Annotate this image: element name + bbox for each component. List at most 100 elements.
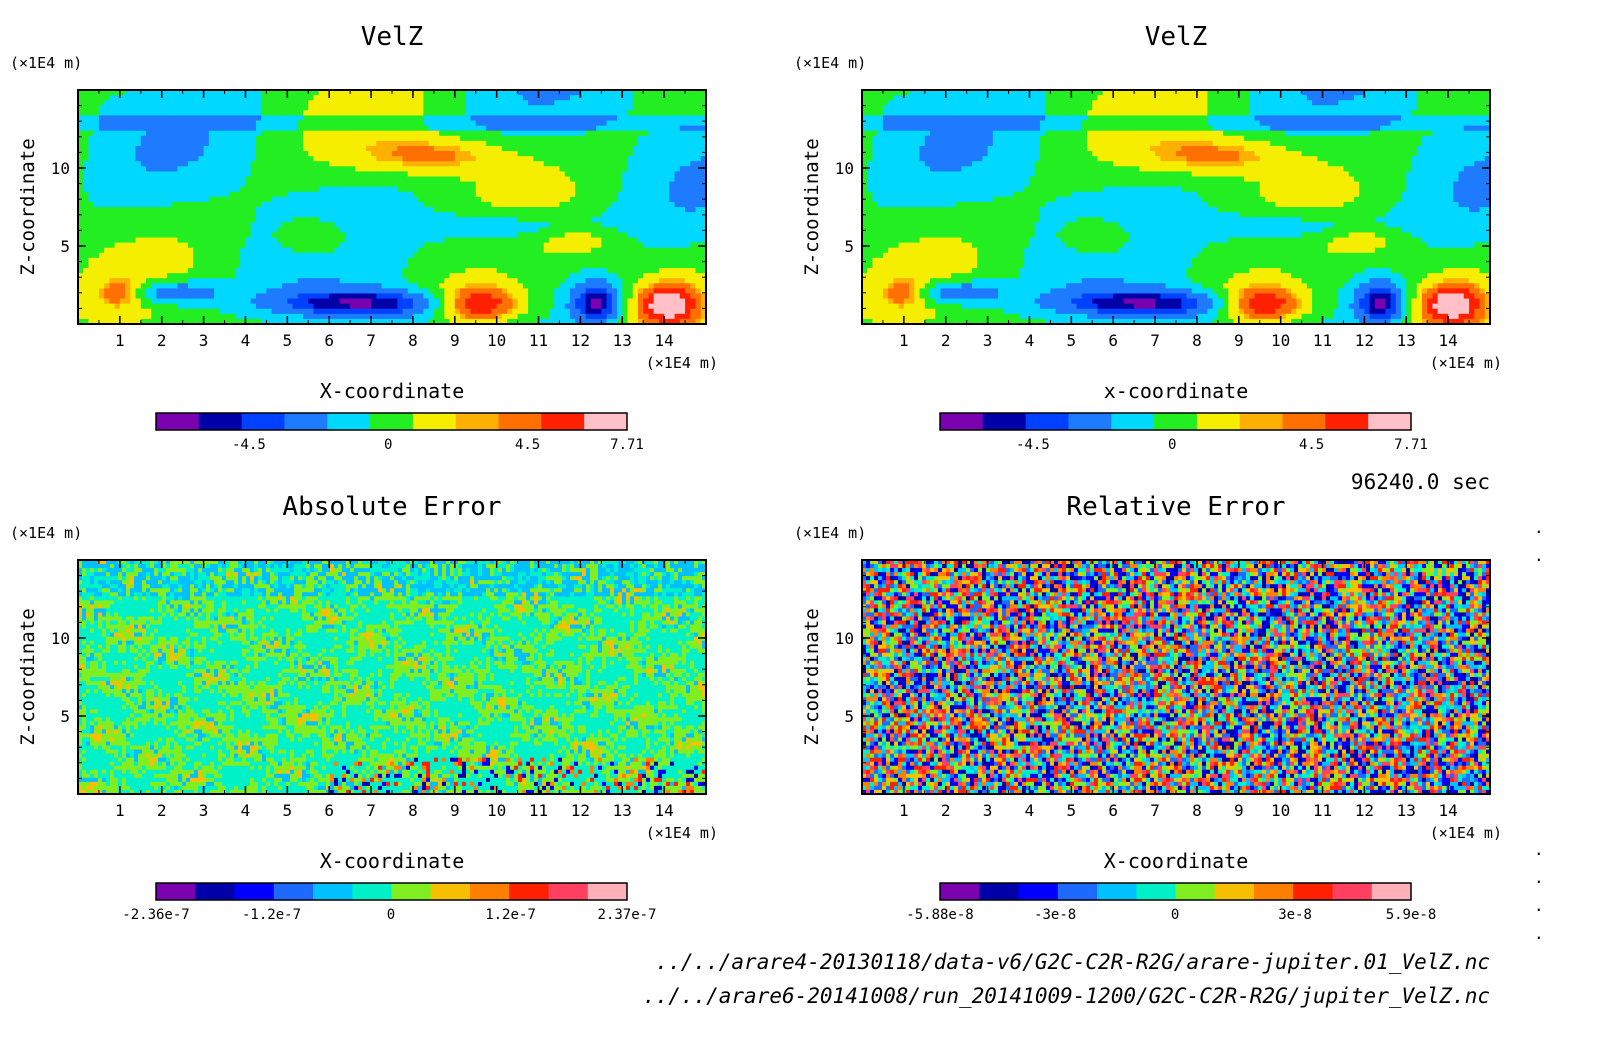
heatmap-cell (475, 283, 482, 289)
heatmap-cell (255, 181, 262, 188)
heatmap-cell (156, 283, 163, 289)
heatmap-cell (235, 171, 241, 178)
heatmap-cell (564, 125, 571, 132)
heatmap-cell (622, 232, 629, 239)
heatmap-cell (538, 257, 545, 264)
heatmap-cell (601, 257, 608, 264)
heatmap-cell (271, 252, 278, 259)
heatmap-cell (449, 247, 456, 254)
heatmap-cell (276, 95, 283, 101)
heatmap-cell (104, 166, 110, 172)
heatmap-cell (580, 232, 587, 239)
heatmap-cell (454, 181, 461, 188)
heatmap-cell (104, 227, 110, 234)
heatmap-cell (470, 212, 477, 218)
heatmap-cell (198, 90, 205, 96)
heatmap-cell (386, 130, 393, 137)
heatmap-cell (140, 288, 147, 295)
heatmap-cell (412, 262, 419, 269)
heatmap-cell (308, 247, 315, 254)
heatmap-cell (130, 90, 137, 96)
heatmap-cell (161, 196, 168, 203)
heatmap-cell (575, 227, 581, 234)
heatmap-cell (664, 293, 670, 300)
heatmap-cell (533, 293, 540, 300)
heatmap-cell (172, 217, 179, 223)
heatmap-cell (271, 186, 278, 193)
heatmap-cell (690, 273, 697, 279)
heatmap-cell (653, 217, 660, 223)
heatmap-cell (690, 196, 697, 203)
heatmap-cell (522, 166, 529, 172)
heatmap-cell (119, 257, 126, 264)
heatmap-cell (219, 262, 226, 269)
heatmap-cell (590, 207, 597, 213)
heatmap-cell (104, 105, 110, 111)
heatmap-cell (690, 166, 697, 172)
heatmap-cell (161, 293, 168, 300)
heatmap-cell (460, 222, 466, 228)
heatmap-cell (533, 283, 540, 289)
heatmap-cell (538, 181, 545, 188)
heatmap-cell (355, 120, 362, 127)
heatmap-cell (381, 207, 388, 213)
heatmap-cell (685, 252, 691, 259)
heatmap-cell (653, 110, 660, 117)
heatmap-cell (460, 171, 466, 178)
heatmap-cell (250, 257, 257, 264)
heatmap-cell (533, 186, 540, 193)
heatmap-cell (486, 90, 493, 96)
heatmap-cell (575, 242, 581, 249)
heatmap-cell (271, 217, 278, 223)
heatmap-cell (470, 293, 477, 300)
heatmap-cell (177, 237, 184, 244)
heatmap-cell (88, 100, 95, 106)
heatmap-cell (182, 273, 189, 279)
heatmap-cell (98, 252, 105, 259)
heatmap-cell (590, 262, 597, 269)
heatmap-cell (135, 125, 142, 132)
heatmap-cell (407, 130, 414, 137)
heatmap-cell (554, 278, 561, 284)
heatmap-cell (606, 105, 613, 111)
heatmap-cell (371, 196, 377, 203)
heatmap-cell (669, 151, 676, 157)
heatmap-cell (669, 186, 676, 193)
heatmap-cell (381, 222, 388, 228)
heatmap-cell (130, 257, 137, 264)
heatmap-cell (125, 135, 131, 142)
heatmap-cell (339, 115, 346, 122)
heatmap-cell (344, 135, 351, 142)
heatmap-cell (648, 181, 655, 188)
heatmap-cell (266, 105, 273, 111)
heatmap-cell (606, 196, 613, 203)
heatmap-cell (88, 257, 95, 264)
heatmap-cell (119, 161, 126, 167)
heatmap-cell (543, 151, 550, 157)
heatmap-cell (276, 268, 283, 274)
heatmap-cell (203, 130, 210, 137)
heatmap-cell (376, 105, 383, 111)
heatmap-cell (276, 298, 283, 305)
heatmap-cell (402, 278, 409, 284)
heatmap-cell (664, 242, 670, 249)
heatmap-cell (318, 181, 325, 188)
heatmap-cell (407, 212, 414, 218)
heatmap-cell (146, 293, 152, 300)
heatmap-cell (454, 151, 461, 157)
heatmap-cell (596, 100, 602, 106)
heatmap-cell (585, 242, 592, 249)
heatmap-cell (146, 288, 152, 295)
heatmap-cell (177, 110, 184, 117)
heatmap-cell (632, 237, 639, 244)
heatmap-cell (255, 212, 262, 218)
heatmap-cell (203, 293, 210, 300)
heatmap-cell (585, 257, 592, 264)
heatmap-cell (679, 161, 686, 167)
heatmap-cell (700, 232, 707, 239)
heatmap-cell (130, 120, 137, 127)
heatmap-cell (119, 288, 126, 295)
heatmap-cell (88, 115, 95, 122)
heatmap-cell (266, 293, 273, 300)
heatmap-cell (449, 212, 456, 218)
